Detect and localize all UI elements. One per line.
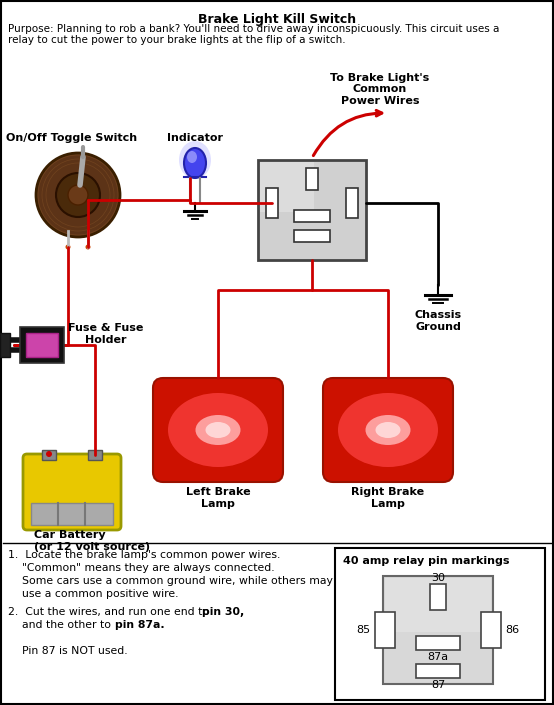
Ellipse shape — [376, 422, 401, 438]
Bar — [375, 612, 395, 648]
Text: Purpose: Planning to rob a bank? You'll need to drive away inconspicuously. This: Purpose: Planning to rob a bank? You'll … — [8, 24, 499, 34]
Text: Some cars use a common ground wire, while others may: Some cars use a common ground wire, whil… — [8, 576, 333, 586]
Text: Car Battery
(or 12 volt source): Car Battery (or 12 volt source) — [34, 530, 150, 551]
Circle shape — [46, 451, 52, 457]
Text: 87a: 87a — [428, 652, 449, 662]
FancyBboxPatch shape — [153, 378, 283, 482]
Text: Brake Light Kill Switch: Brake Light Kill Switch — [198, 13, 356, 26]
Text: use a common positive wire.: use a common positive wire. — [8, 589, 178, 599]
Bar — [294, 230, 330, 242]
Text: Fuse & Fuse
Holder: Fuse & Fuse Holder — [68, 323, 143, 345]
Circle shape — [36, 153, 120, 237]
Text: and the other to: and the other to — [8, 620, 115, 630]
Text: pin 30,: pin 30, — [202, 607, 244, 617]
Bar — [31, 503, 113, 525]
Ellipse shape — [184, 148, 206, 178]
Bar — [20, 327, 64, 363]
Ellipse shape — [206, 422, 230, 438]
Bar — [260, 162, 314, 212]
Bar — [346, 188, 358, 218]
Bar — [416, 636, 460, 650]
Bar — [430, 584, 446, 610]
Text: 40 amp relay pin markings: 40 amp relay pin markings — [343, 556, 510, 566]
Bar — [306, 168, 318, 190]
Text: 87: 87 — [431, 680, 445, 690]
Ellipse shape — [338, 393, 438, 467]
Text: 86: 86 — [505, 625, 519, 635]
FancyBboxPatch shape — [323, 378, 453, 482]
Text: On/Off Toggle Switch: On/Off Toggle Switch — [6, 133, 137, 143]
Circle shape — [65, 245, 70, 250]
Text: Indicator: Indicator — [167, 133, 223, 143]
Text: "Common" means they are always connected.: "Common" means they are always connected… — [8, 563, 275, 573]
Text: To Brake Light's
Common
Power Wires: To Brake Light's Common Power Wires — [330, 73, 429, 106]
Text: 1.  Locate the brake lamp's common power wires.: 1. Locate the brake lamp's common power … — [8, 550, 280, 560]
Ellipse shape — [187, 151, 197, 163]
Bar — [416, 664, 460, 678]
Circle shape — [56, 173, 100, 217]
Bar — [335, 548, 545, 700]
Ellipse shape — [366, 415, 411, 445]
Text: pin 87a.: pin 87a. — [115, 620, 165, 630]
Bar — [26, 333, 58, 357]
Bar — [383, 576, 493, 684]
Bar — [385, 578, 491, 632]
Text: relay to cut the power to your brake lights at the flip of a switch.: relay to cut the power to your brake lig… — [8, 35, 346, 45]
Text: Chassis
Ground: Chassis Ground — [414, 310, 461, 331]
Bar — [266, 188, 278, 218]
Bar — [258, 160, 366, 260]
Circle shape — [85, 245, 90, 250]
Text: 30: 30 — [431, 573, 445, 583]
FancyBboxPatch shape — [23, 454, 121, 530]
Ellipse shape — [196, 415, 240, 445]
Ellipse shape — [168, 393, 268, 467]
Text: Left Brake
Lamp: Left Brake Lamp — [186, 487, 250, 508]
Ellipse shape — [179, 141, 211, 179]
Bar — [481, 612, 501, 648]
Bar — [294, 210, 330, 222]
Text: Right Brake
Lamp: Right Brake Lamp — [351, 487, 424, 508]
Text: 2.  Cut the wires, and run one end to: 2. Cut the wires, and run one end to — [8, 607, 213, 617]
Text: 85: 85 — [356, 625, 370, 635]
Text: Pin 87 is NOT used.: Pin 87 is NOT used. — [8, 646, 127, 656]
Bar — [88, 450, 102, 460]
Bar — [42, 450, 56, 460]
Bar — [0, 333, 10, 357]
Circle shape — [68, 185, 88, 205]
